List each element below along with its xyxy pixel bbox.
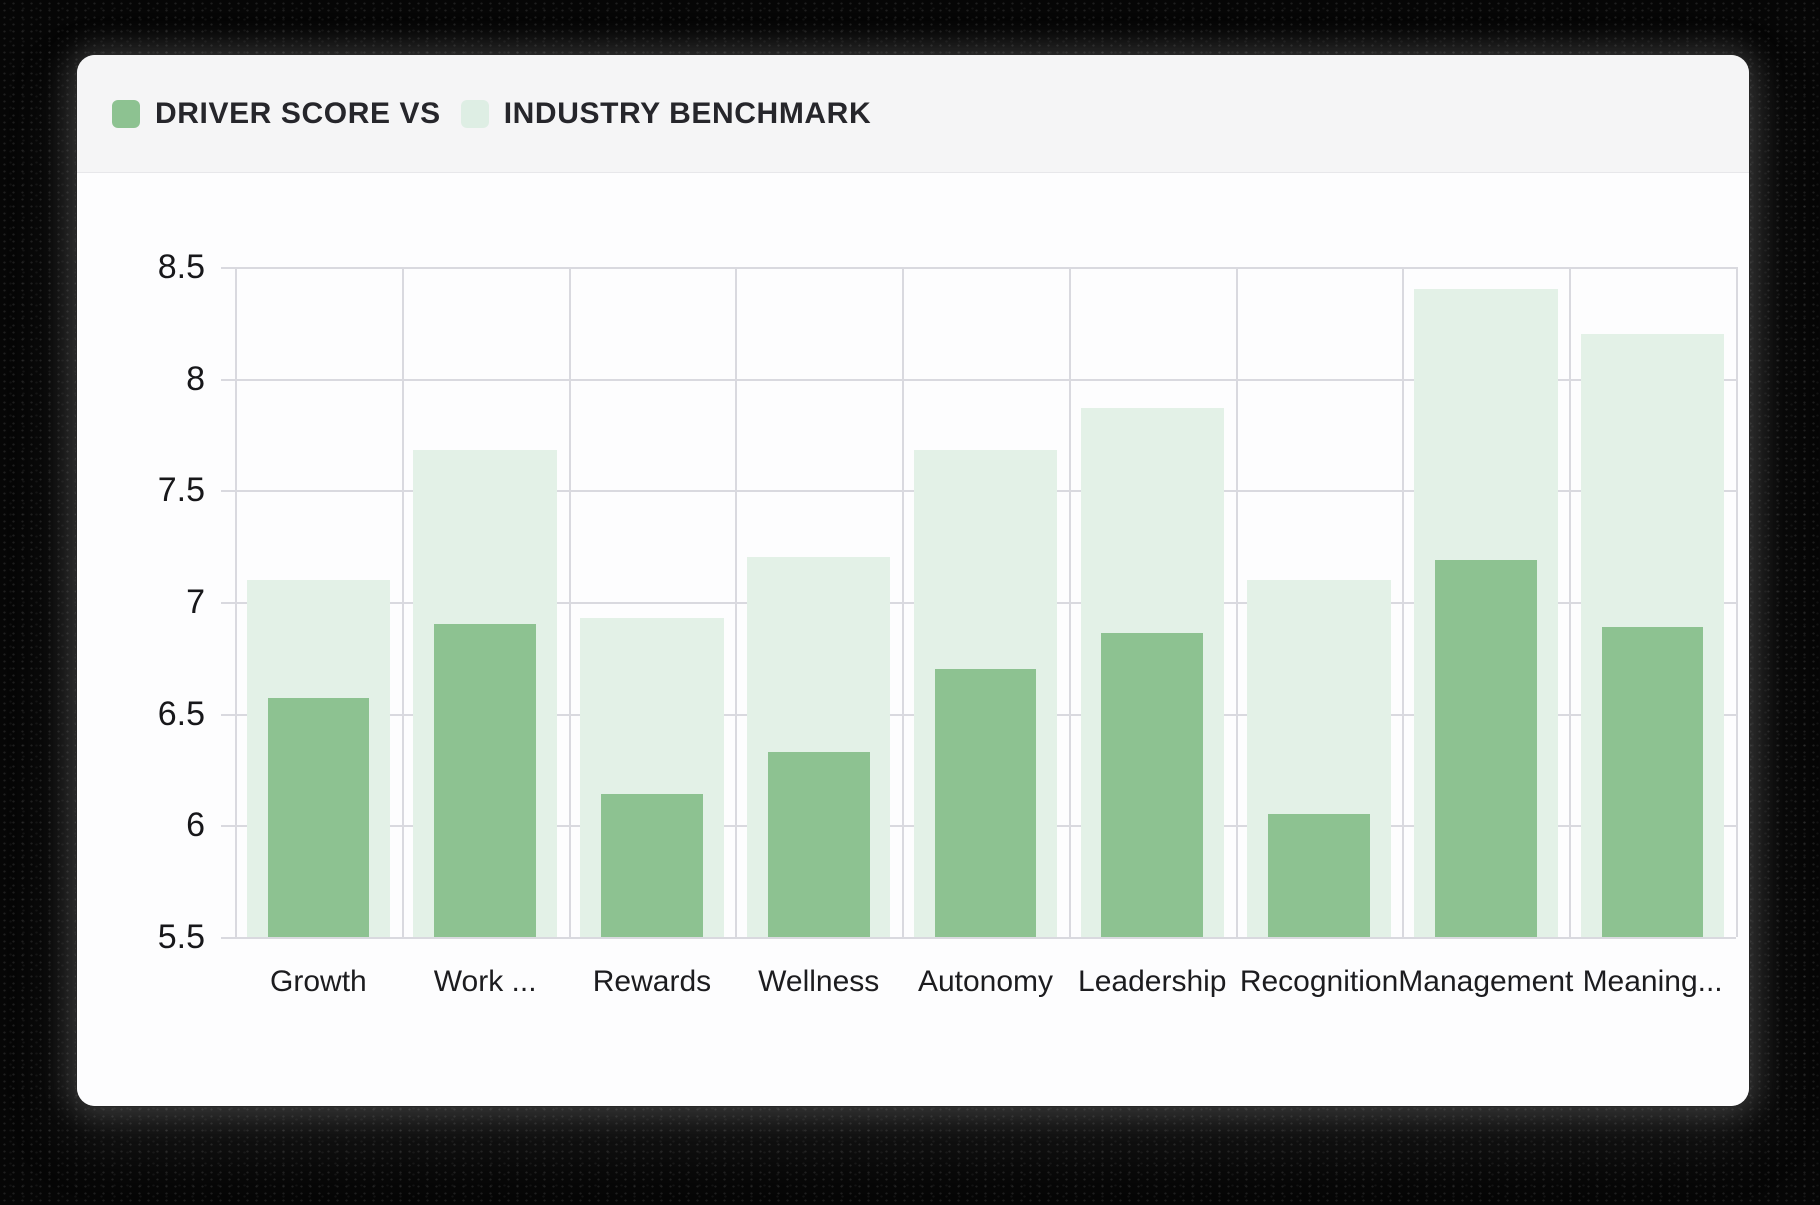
x-category-label: Wellness [758,965,880,998]
legend-item-industry-benchmark[interactable]: INDUSTRY BENCHMARK [460,96,872,131]
y-axis-tick [221,602,235,604]
driver-score-bar[interactable] [1101,633,1204,937]
driver-score-bar[interactable] [767,751,870,937]
y-tick-label: 7.5 [157,471,205,510]
legend-label-industry-benchmark: INDUSTRY BENCHMARK [503,96,872,130]
driver-score-bar[interactable] [267,698,370,937]
x-category-label: Autonomy [917,965,1054,998]
driver-score-bar[interactable] [1268,814,1370,937]
chart-legend: DRIVER SCORE VS INDUSTRY BENCHMARK [112,97,871,131]
v-gridline [401,267,404,937]
v-gridline [1569,267,1572,937]
v-gridline [1235,267,1238,937]
y-tick-label: 8 [186,359,205,398]
x-category-label: Rewards [592,965,712,998]
v-gridline [1736,267,1738,937]
h-gridline [235,267,1736,269]
plot-area [221,267,1738,939]
driver-score-bar[interactable] [434,624,537,937]
x-category-label: Recognition [1239,965,1399,998]
x-category-label: Meaning... [1582,965,1723,998]
y-axis-tick [221,825,235,828]
y-tick-label: 6.5 [157,694,205,733]
driver-score-bar[interactable] [601,794,703,937]
v-gridline [902,267,905,937]
industry-benchmark-swatch-icon [460,99,489,128]
legend-label-driver-score: DRIVER SCORE VS [155,96,441,130]
driver-score-bar[interactable] [1601,626,1704,937]
x-category-label: Management [1398,965,1574,998]
y-tick-label: 6 [186,806,205,845]
h-gridline [235,937,1736,939]
y-axis-tick [221,937,235,939]
driver-score-bar[interactable] [934,669,1037,937]
x-category-label: Work ... [433,965,537,998]
v-gridline [735,267,738,937]
h-gridline [235,378,1736,381]
v-gridline [568,267,571,937]
bar-chart: 8.5 8 7.5 7 6.5 6 5.5 Growth Work ... Rewards Wel… [77,174,1749,1106]
driver-score-bar[interactable] [1434,559,1537,937]
y-axis-tick [221,713,235,716]
legend-item-driver-score[interactable]: DRIVER SCORE VS [112,97,441,131]
y-tick-label: 8.5 [157,248,205,286]
x-category-label: Growth [270,965,367,998]
y-axis-tick [221,378,235,381]
chart-card: DRIVER SCORE VS INDUSTRY BENCHMARK 8.5 8 7… [77,55,1749,1106]
y-tick-label: 7 [186,583,205,621]
v-gridline [1068,267,1071,937]
v-gridline [235,267,237,937]
y-axis-tick [221,490,235,493]
chart-header: DRIVER SCORE VS INDUSTRY BENCHMARK [77,55,1749,173]
y-axis-tick [221,267,235,269]
v-gridline [1402,267,1405,937]
driver-score-swatch-icon [112,99,140,128]
x-category-label: Leadership [1078,965,1227,998]
y-tick-label: 5.5 [157,918,205,956]
